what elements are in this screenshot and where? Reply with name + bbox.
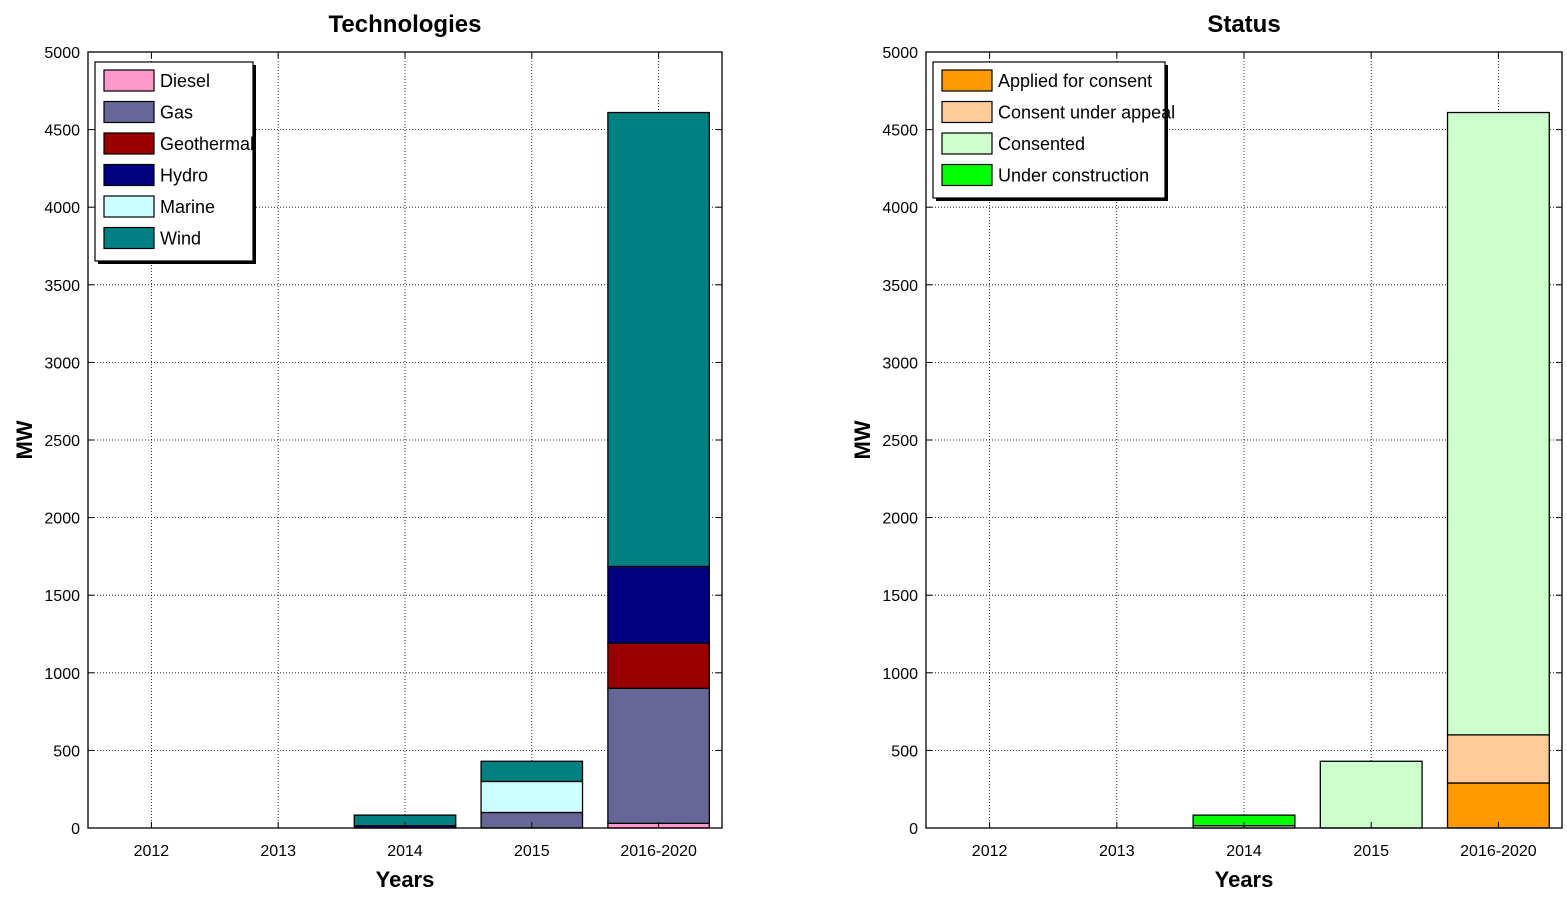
legend-swatch-consented (941, 132, 993, 155)
chart-title: Technologies (329, 11, 482, 38)
legend-swatch-wind (103, 226, 155, 250)
legend-label: Hydro (160, 166, 208, 186)
legend-swatch-applied-for-consent (941, 69, 993, 92)
y-tick-label: 5000 (44, 45, 80, 62)
bar-consent-under-appeal-2016-2020 (1446, 734, 1550, 784)
x-tick-label: 2012 (134, 843, 170, 860)
chart-title: Status (1207, 11, 1280, 38)
bar-gas-2016-2020 (607, 687, 710, 824)
y-tick-label: 3000 (882, 355, 918, 372)
bar-wind-2016-2020 (607, 111, 710, 568)
x-tick-label: 2016-2020 (620, 843, 697, 860)
x-tick-label: 2013 (1099, 843, 1135, 860)
bar-wind-2015 (480, 760, 584, 783)
y-tick-label: 1500 (882, 588, 918, 605)
y-tick-label: 3500 (882, 278, 918, 295)
legend-label: Consented (998, 134, 1085, 154)
legend-swatch-marine (103, 195, 155, 218)
x-axis-label: Years (376, 867, 435, 892)
bar-marine-2015 (480, 780, 584, 814)
bar-consented-2016-2020 (1446, 111, 1550, 736)
x-axis-label: Years (1215, 867, 1274, 892)
y-tick-label: 2000 (44, 511, 80, 528)
legend-label: Consent under appeal (998, 103, 1175, 123)
chart-status: 0 500 1000 1500 2000 2500 3000 3500 4000 4500 5000… (850, 11, 1563, 892)
legend-label: Marine (160, 197, 215, 217)
x-tick-label: 2015 (1353, 843, 1389, 860)
legend-swatch-gas (103, 100, 155, 124)
bar-geothermal-2016-2020 (607, 642, 710, 689)
legend-swatch-under-construction (941, 163, 993, 187)
y-tick-label: 4000 (44, 200, 80, 217)
y-tick-label: 5000 (882, 45, 918, 62)
legend-label: Under construction (998, 166, 1149, 186)
legend-swatch-consent-under-appeal (941, 100, 993, 124)
y-tick-label: 4500 (44, 123, 80, 140)
legend-swatch-diesel (103, 69, 155, 92)
legend-swatch-geothermal (103, 132, 155, 155)
y-tick-label: 2500 (882, 433, 918, 450)
x-tick-label: 2016-2020 (1460, 843, 1537, 860)
y-tick-label: 3000 (44, 355, 80, 372)
y-tick-label: 0 (909, 821, 918, 838)
y-tick-label: 2500 (44, 433, 80, 450)
legend-label: Gas (160, 103, 193, 123)
x-tick-label: 2014 (387, 843, 423, 860)
y-tick-label: 3500 (44, 278, 80, 295)
y-axis-label: MW (12, 420, 37, 459)
y-tick-label: 1500 (44, 588, 80, 605)
y-tick-label: 2000 (882, 511, 918, 528)
legend-label: Wind (160, 229, 201, 249)
legend-label: Applied for consent (998, 71, 1152, 91)
bar-hydro-2016-2020 (607, 565, 710, 644)
legend-label: Diesel (160, 71, 210, 91)
y-tick-label: 500 (891, 743, 918, 760)
bar-consented-2015 (1319, 760, 1423, 829)
legend-label: Geothermal (160, 134, 254, 154)
x-tick-label: 2012 (972, 843, 1008, 860)
y-tick-label: 1000 (882, 666, 918, 683)
bar-applied-for-consent-2016-2020 (1446, 782, 1550, 829)
y-tick-label: 0 (71, 821, 80, 838)
chart-technologies: 0 500 1000 1500 2000 2500 3000 3500 4000 4500 5000… (12, 11, 723, 892)
x-tick-label: 2015 (514, 843, 550, 860)
x-tick-label: 2013 (260, 843, 296, 860)
y-axis-label: MW (850, 420, 875, 459)
y-tick-label: 4500 (882, 123, 918, 140)
legend-swatch-hydro (103, 163, 155, 187)
y-tick-label: 1000 (44, 666, 80, 683)
y-tick-label: 4000 (882, 200, 918, 217)
x-tick-label: 2014 (1226, 843, 1262, 860)
y-tick-label: 500 (53, 743, 80, 760)
